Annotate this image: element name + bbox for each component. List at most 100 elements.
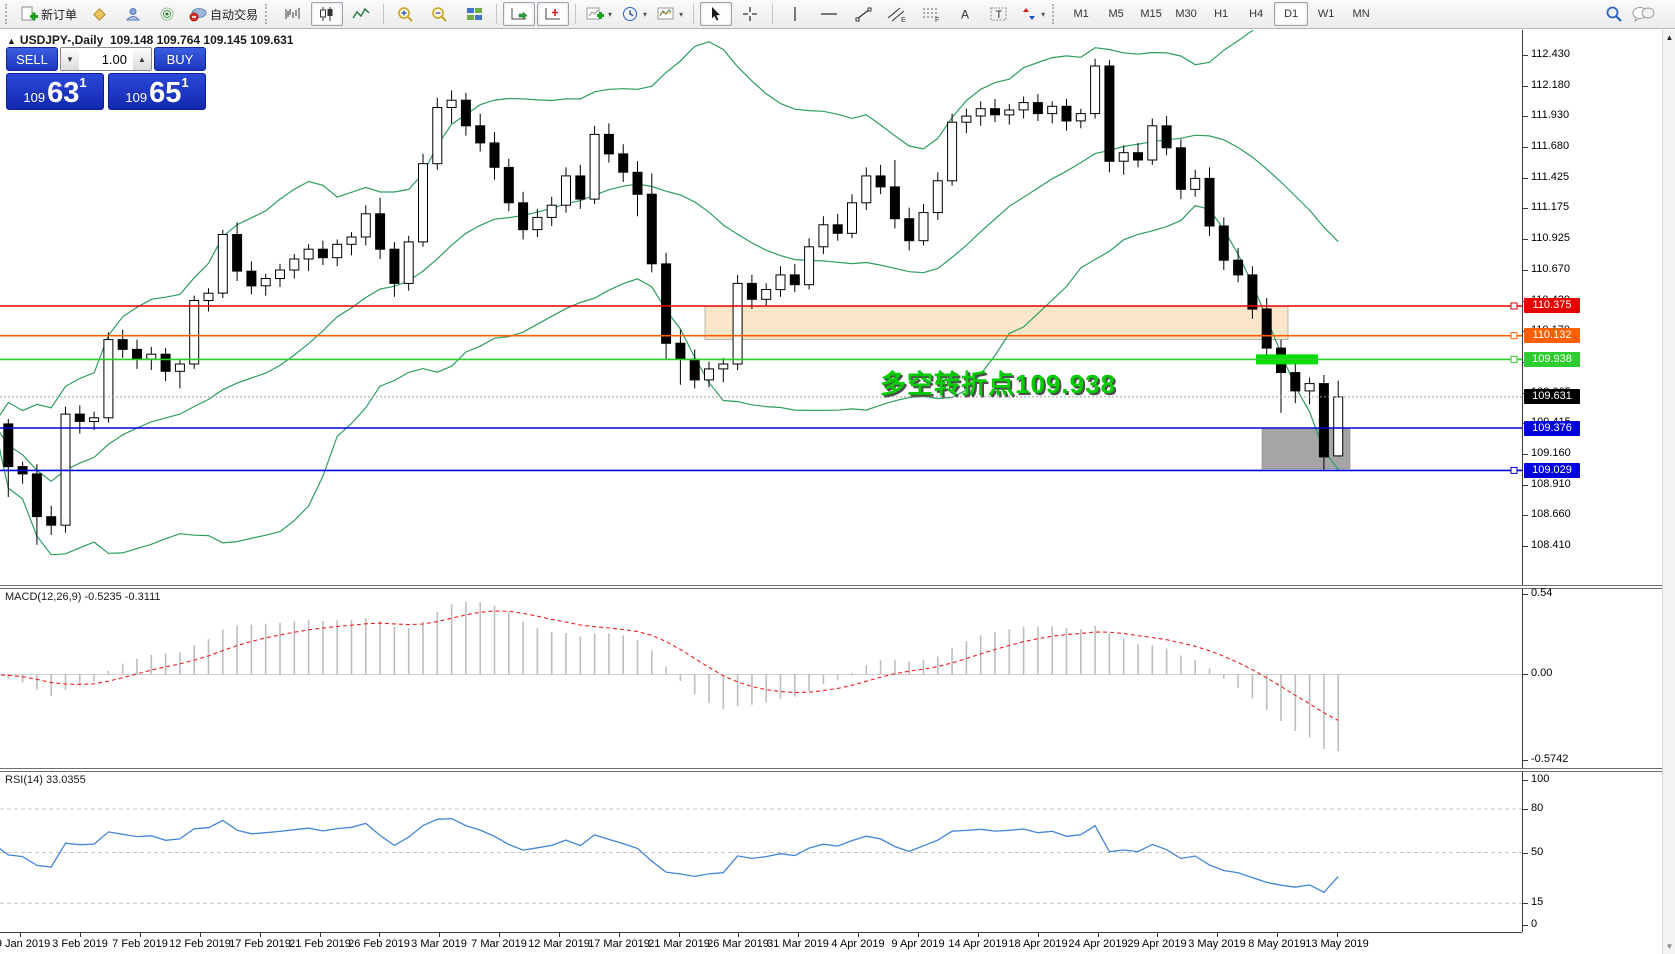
- date-tick: [320, 933, 321, 937]
- line-handle: [1510, 332, 1518, 340]
- auto-scroll-button[interactable]: [503, 2, 536, 26]
- bar-chart-button[interactable]: [277, 2, 309, 26]
- macd-scale-label: -0.5742: [1531, 753, 1569, 765]
- styler-button[interactable]: [83, 2, 115, 26]
- price-axis-border: [1522, 30, 1523, 932]
- scroll-down-icon[interactable]: ▼: [1665, 942, 1674, 951]
- date-label: 29 Apr 2019: [1127, 938, 1187, 950]
- bear-candle: [503, 166, 514, 204]
- bull-candle: [146, 353, 157, 360]
- axis-tick: [1523, 55, 1528, 56]
- date-label: 24 Apr 2019: [1068, 938, 1128, 950]
- date-label: 21 Feb 2019: [289, 938, 351, 950]
- pane-separator[interactable]: [0, 585, 1662, 589]
- date-tick: [738, 933, 739, 937]
- drawn-objects[interactable]: [0, 302, 1522, 474]
- sell-button[interactable]: SELL: [6, 47, 58, 71]
- zoom-out-button[interactable]: [424, 2, 456, 26]
- bear-candle: [1233, 259, 1244, 276]
- timeframe-m15[interactable]: M15: [1140, 8, 1162, 20]
- zoom-out-icon: [432, 6, 447, 22]
- text-button[interactable]: A: [949, 2, 981, 26]
- chart-shift-button[interactable]: [537, 2, 570, 26]
- bear-candle: [74, 413, 85, 422]
- crosshair-button[interactable]: [734, 2, 766, 26]
- indicators-button[interactable]: ▾: [582, 2, 616, 26]
- horizontal-line-button[interactable]: [813, 2, 845, 26]
- text-label-button[interactable]: T: [983, 2, 1015, 26]
- search-icon[interactable]: [1605, 5, 1623, 23]
- buy-price-prefix: 109: [125, 90, 148, 105]
- chat-icon[interactable]: [1631, 5, 1655, 23]
- candlestick-chart-button[interactable]: [311, 2, 344, 26]
- timeframe-d1[interactable]: D1: [1274, 2, 1309, 26]
- arrows-button[interactable]: ▾: [1017, 2, 1049, 26]
- fibonacci-button[interactable]: F: [915, 2, 947, 26]
- cursor-button[interactable]: [700, 2, 733, 26]
- bull-candle: [1047, 105, 1058, 115]
- buy-button[interactable]: BUY: [154, 47, 206, 71]
- toolbar-grip[interactable]: [1052, 4, 1059, 24]
- date-tick: [20, 933, 21, 937]
- trendline-button[interactable]: [847, 2, 879, 26]
- scroll-up-icon[interactable]: ▲: [1665, 33, 1674, 42]
- bear-candle: [746, 282, 757, 300]
- sell-price-button[interactable]: 109 63 1: [6, 73, 104, 110]
- vertical-scrollbar[interactable]: ▲ ▼: [1662, 30, 1675, 954]
- bull-candle: [861, 175, 872, 204]
- bull-candle: [189, 300, 200, 365]
- chart-annotation-text[interactable]: 多空转折点109.938: [880, 369, 1116, 399]
- periods-button[interactable]: ▾: [618, 2, 651, 26]
- autotrade-button[interactable]: 自动交易: [185, 2, 262, 26]
- volume-spinner: ▼ ▲: [60, 47, 152, 71]
- price-axis[interactable]: 0.54 0.00 -0.5742 100 80 50 15 0 112.430 112.180 1…: [1523, 0, 1662, 954]
- profile-button[interactable]: [117, 2, 149, 26]
- equidistant-channel-button[interactable]: E: [881, 2, 913, 26]
- toolbar-grip[interactable]: [265, 4, 272, 24]
- zoom-in-button[interactable]: [390, 2, 422, 26]
- tile-windows-button[interactable]: [458, 2, 490, 26]
- volume-down-button[interactable]: ▼: [61, 48, 79, 70]
- volume-input[interactable]: [79, 48, 133, 70]
- price-tick-label: 112.180: [1531, 78, 1570, 91]
- bull-candle: [203, 292, 214, 302]
- new-order-button[interactable]: 新订单: [17, 2, 81, 26]
- bear-candle: [875, 175, 886, 188]
- buy-price-button[interactable]: 109 65 1: [108, 73, 206, 110]
- timeframe-mn[interactable]: MN: [1352, 8, 1370, 20]
- axis-tick: [1523, 925, 1528, 926]
- date-tick: [679, 933, 680, 937]
- timeframe-h4[interactable]: H4: [1249, 8, 1264, 20]
- dropdown-arrow-icon: ▾: [1041, 9, 1046, 19]
- timeframe-m30[interactable]: M30: [1175, 8, 1197, 20]
- rsi-scale-label: 100: [1531, 773, 1550, 785]
- templates-button[interactable]: ▾: [653, 2, 687, 26]
- vertical-line-icon: [794, 7, 796, 21]
- line-chart-button[interactable]: [345, 2, 377, 26]
- vertical-line-button[interactable]: [779, 2, 811, 26]
- signal-button[interactable]: [151, 2, 183, 26]
- candles-group: [3, 58, 1344, 545]
- price-tick-label: 108.910: [1531, 477, 1571, 490]
- text-label-icon: T: [990, 7, 1007, 21]
- indicators-icon: [586, 7, 605, 20]
- bear-candle: [1290, 372, 1301, 392]
- timeframe-h1[interactable]: H1: [1214, 8, 1229, 20]
- date-label: 7 Mar 2019: [471, 938, 527, 950]
- timeframe-m1[interactable]: M1: [1073, 8, 1089, 20]
- timeframe-w1[interactable]: W1: [1317, 8, 1335, 20]
- bear-candle: [1161, 125, 1172, 149]
- bull-candle: [975, 108, 986, 117]
- buy-price-main: 65: [149, 77, 182, 109]
- bull-candle: [432, 107, 443, 165]
- volume-up-button[interactable]: ▲: [133, 48, 151, 70]
- bull-candle: [217, 234, 228, 294]
- timeframe-m5[interactable]: M5: [1108, 8, 1124, 20]
- zoom-in-icon: [398, 6, 413, 22]
- toolbar-grip[interactable]: [5, 4, 12, 24]
- rsi-scale-label: 15: [1531, 896, 1544, 909]
- pane-separator[interactable]: [0, 768, 1662, 772]
